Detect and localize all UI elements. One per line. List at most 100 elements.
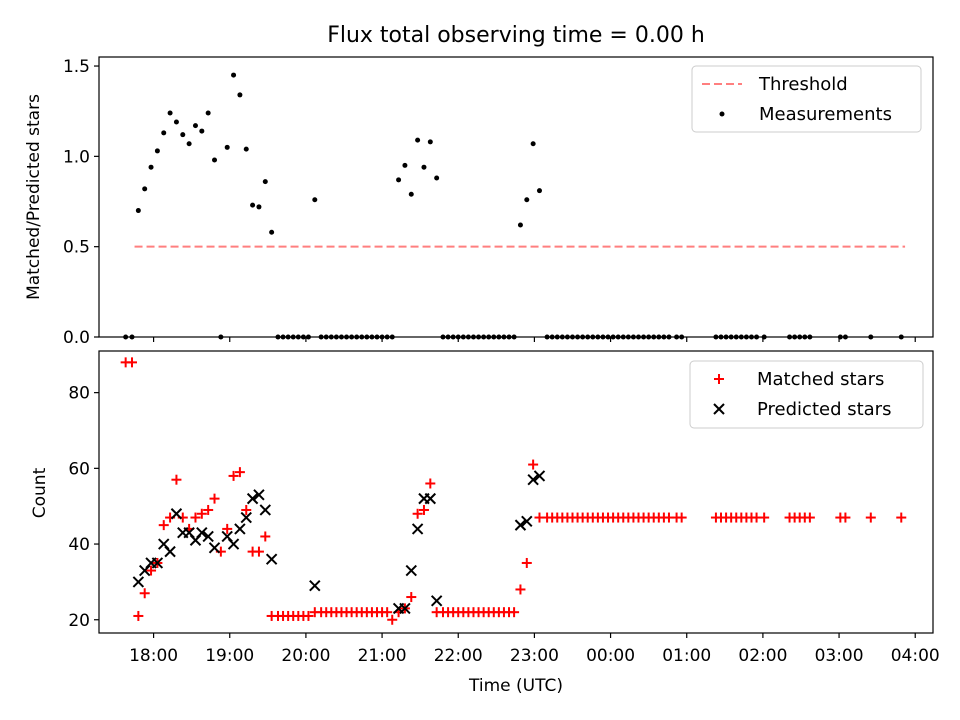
x-tick-label: 18:00 (129, 646, 178, 666)
matched-star-point (139, 588, 150, 599)
predicted-star-stroke-b (527, 473, 539, 486)
matched-star-point (158, 520, 169, 531)
measurement-point (517, 222, 523, 228)
legend-measurements-swatch (719, 111, 725, 117)
matched-star-point (260, 531, 271, 542)
matched-star-point (146, 565, 157, 576)
bottom-legend-box (689, 360, 924, 429)
matched-star-point (406, 592, 417, 603)
top-plot-frame (98, 56, 934, 338)
measurement-point (427, 139, 433, 145)
matched-star-point (209, 493, 220, 504)
bottom-plot-frame (98, 350, 934, 634)
matched-star-point (133, 610, 144, 621)
matched-star-point (896, 512, 907, 523)
measurement-point (237, 92, 243, 98)
predicted-star-stroke-b (240, 511, 252, 524)
measurement-point (408, 191, 414, 197)
predicted-star-stroke-b (151, 557, 164, 569)
legend-matched-label: Matched stars (757, 369, 884, 390)
predicted-star-stroke-b (521, 515, 533, 528)
predicted-star-stroke-b (411, 523, 424, 535)
predicted-star-stroke-b (221, 530, 233, 543)
predicted-star-stroke-b (202, 530, 214, 543)
top-y-tick-label: 0.0 (63, 328, 90, 348)
predicted-star-point (208, 542, 221, 554)
predicted-star-point (309, 579, 321, 592)
matched-star-point (196, 508, 207, 519)
bottom-y-tick-label: 80 (68, 384, 90, 404)
measurement-point (192, 123, 198, 129)
predicted-star-stroke-b (253, 489, 265, 501)
top-x-ticks (152, 337, 916, 342)
x-tick-label: 03:00 (815, 646, 864, 666)
matched-star-point (418, 504, 429, 515)
x-tick-label: 20:00 (281, 646, 330, 666)
top-y-tick-label: 1.5 (63, 57, 90, 77)
measurement-point (530, 141, 536, 147)
x-tick-label: 00:00 (586, 646, 635, 666)
predicted-star-stroke-b (158, 538, 170, 550)
predicted-star-point (253, 489, 265, 501)
measurement-point (421, 164, 427, 170)
x-tick-label: 22:00 (434, 646, 483, 666)
predicted-star-point (514, 519, 527, 531)
predicted-star-point (405, 564, 417, 577)
matched-star-point (190, 512, 201, 523)
predicted-star-stroke-b (183, 526, 195, 539)
bottom-y-tick-label: 60 (68, 459, 90, 479)
predicted-star-point (265, 553, 278, 565)
bottom-y-tick-label: 40 (68, 535, 90, 555)
matched-star-point (759, 512, 770, 523)
measurement-point (434, 175, 440, 181)
predicted-star-point (202, 530, 214, 543)
bottom-panel: 20 40 60 80 18:00 19:00 20:00 21:00 22:00 23:00 0… (30, 350, 940, 696)
bottom-y-axis-label: Count (30, 467, 50, 518)
predicted-star-point (170, 508, 183, 520)
measurement-point (154, 148, 160, 154)
predicted-star-point (196, 526, 208, 539)
legend-matched-swatch (714, 374, 724, 384)
matched-star-point (865, 512, 876, 523)
x-axis-label: Time (UTC) (468, 676, 563, 696)
x-tick-label: 04:00 (891, 646, 940, 666)
measurement-point (186, 141, 192, 147)
measurement-point (524, 197, 530, 203)
matched-star-point (387, 614, 398, 625)
measurement-point (167, 110, 173, 116)
top-y-ticks: 0.0 0.5 1.0 1.5 (63, 57, 99, 348)
matched-star-point (412, 508, 423, 519)
matched-star-point (425, 478, 436, 489)
predicted-star-point (234, 523, 246, 535)
measurement-point (312, 197, 318, 203)
bottom-x-ticks: 18:00 19:00 20:00 21:00 22:00 23:00 00:00 01:00… (129, 633, 940, 666)
matched-star-point (127, 357, 138, 368)
measurement-point (148, 164, 154, 170)
matched-star-point (171, 474, 182, 485)
measurement-point (262, 179, 268, 185)
predicted-star-stroke-b (164, 545, 176, 558)
predicted-star-stroke-b (234, 523, 246, 535)
matched-star-point (804, 512, 815, 523)
predicted-star-stroke-b (533, 470, 546, 482)
legend-threshold-label: Threshold (758, 74, 848, 95)
measurement-point (250, 202, 256, 208)
legend-measurements-label: Measurements (759, 104, 892, 125)
measurement-point (256, 204, 262, 210)
matched-star-point (509, 607, 520, 618)
top-y-tick-label: 0.5 (63, 238, 90, 258)
measurement-point (224, 144, 230, 150)
predicted-star-stroke-b (170, 508, 183, 520)
matched-star-point (222, 523, 233, 534)
measurement-point (231, 72, 237, 78)
bottom-plot-marks (120, 357, 907, 625)
x-tick-label: 01:00 (662, 646, 711, 666)
top-y-axis-label: Matched/Predicted stars (24, 94, 44, 300)
predicted-star-stroke-b (259, 504, 271, 516)
x-tick-label: 19:00 (205, 646, 254, 666)
measurement-point (536, 188, 542, 194)
legend-predicted-label: Predicted stars (757, 399, 891, 420)
predicted-star-point (411, 523, 424, 535)
measurement-point (199, 128, 205, 134)
